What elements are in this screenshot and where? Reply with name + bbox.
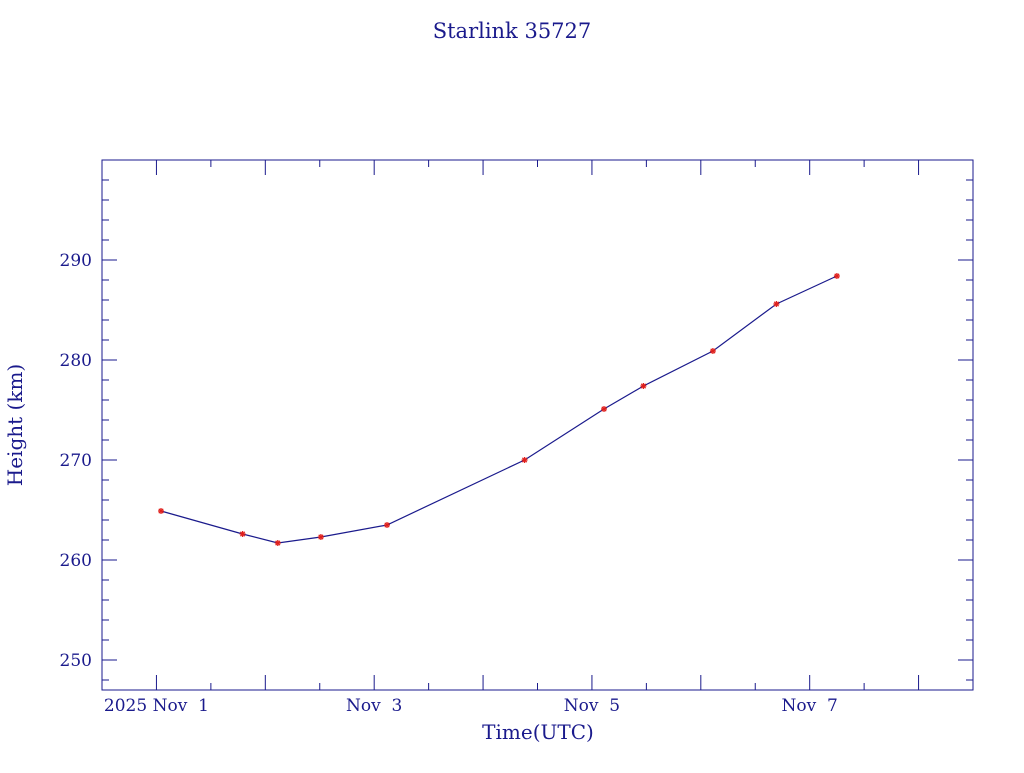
x-tick-label: Nov 7 [782,696,838,716]
data-point-marker [833,273,840,279]
data-point-marker [773,301,780,307]
chart-title: Starlink 35727 [433,19,592,43]
data-point-marker [317,534,324,540]
y-axis-label: Height (km) [3,364,27,486]
x-tick-label: Nov 5 [564,696,620,716]
data-point-marker [640,383,647,389]
data-point-marker [601,406,607,412]
x-tick-label: Nov 3 [346,696,402,716]
y-tick-label: 280 [60,351,92,371]
y-tick-label: 270 [60,451,92,471]
axis-ticks [101,159,974,690]
data-point-marker [521,457,528,463]
y-tick-label: 260 [60,551,92,571]
data-point-marker [384,522,390,528]
x-axis-label: Time(UTC) [482,720,594,744]
x-tick-label: 2025 Nov 1 [104,696,209,716]
y-tick-label: 250 [60,651,92,671]
axis-tick-labels: 250 260 270 280 290 2025 Nov 1 Nov 3 Nov 5 Nov 7 [60,251,838,716]
data-point-marker [158,508,164,514]
data-point-marker [709,348,716,354]
data-point-marker [274,540,281,546]
series [158,273,840,546]
data-point-marker [239,531,246,537]
y-tick-label: 290 [60,251,92,271]
